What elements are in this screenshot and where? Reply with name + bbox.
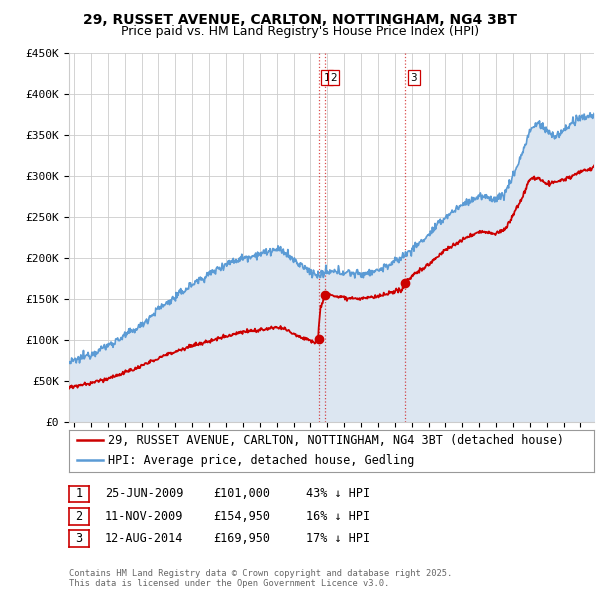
Text: 29, RUSSET AVENUE, CARLTON, NOTTINGHAM, NG4 3BT: 29, RUSSET AVENUE, CARLTON, NOTTINGHAM, … <box>83 13 517 27</box>
Text: £154,950: £154,950 <box>213 510 270 523</box>
Text: 16% ↓ HPI: 16% ↓ HPI <box>306 510 370 523</box>
Text: 2: 2 <box>330 73 337 83</box>
Text: £101,000: £101,000 <box>213 487 270 500</box>
Text: 1: 1 <box>76 487 82 500</box>
Text: HPI: Average price, detached house, Gedling: HPI: Average price, detached house, Gedl… <box>109 454 415 467</box>
Text: Price paid vs. HM Land Registry's House Price Index (HPI): Price paid vs. HM Land Registry's House … <box>121 25 479 38</box>
Text: Contains HM Land Registry data © Crown copyright and database right 2025.
This d: Contains HM Land Registry data © Crown c… <box>69 569 452 588</box>
Text: 1: 1 <box>323 73 330 83</box>
Text: 29, RUSSET AVENUE, CARLTON, NOTTINGHAM, NG4 3BT (detached house): 29, RUSSET AVENUE, CARLTON, NOTTINGHAM, … <box>109 434 565 447</box>
Text: 3: 3 <box>76 532 82 545</box>
Text: 3: 3 <box>410 73 417 83</box>
Text: 2: 2 <box>76 510 82 523</box>
Text: 43% ↓ HPI: 43% ↓ HPI <box>306 487 370 500</box>
Text: 12-AUG-2014: 12-AUG-2014 <box>105 532 184 545</box>
Text: £169,950: £169,950 <box>213 532 270 545</box>
Text: 17% ↓ HPI: 17% ↓ HPI <box>306 532 370 545</box>
Text: 11-NOV-2009: 11-NOV-2009 <box>105 510 184 523</box>
Text: 25-JUN-2009: 25-JUN-2009 <box>105 487 184 500</box>
